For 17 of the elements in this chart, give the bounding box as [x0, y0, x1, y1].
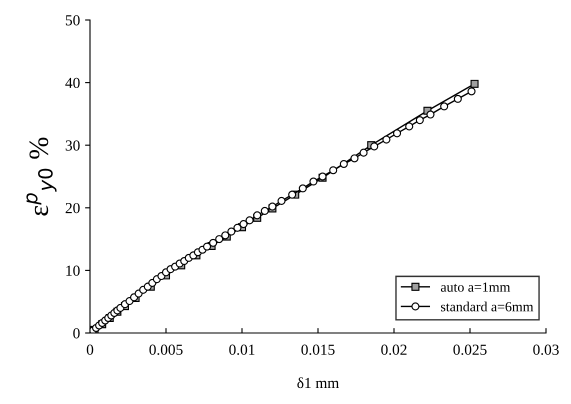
y-tick-label: 30 — [66, 140, 80, 151]
y-tick-label: 0 — [73, 328, 80, 338]
legend-label: auto a=1mm — [440, 282, 510, 292]
legend-label: standard a=6mm — [441, 302, 534, 312]
y-tick-label: 40 — [65, 78, 80, 88]
x-tick-label: 0 — [86, 344, 94, 355]
x-tick-label: 0.03 — [533, 344, 559, 355]
x-tick-label: 0.015 — [301, 344, 335, 355]
x-axis-title: δ1 mm — [297, 377, 339, 388]
x-tick-label: 0.02 — [381, 344, 407, 355]
y-tick-label: 10 — [66, 266, 80, 276]
x-tick-label: 0.025 — [453, 344, 487, 355]
y-tick-label: 50 — [66, 15, 80, 26]
y-tick-label: 20 — [66, 202, 80, 214]
y-axis-title: ε$^{p}$$_{y0}$ % — [26, 138, 57, 216]
x-tick-label: 0.005 — [149, 344, 183, 355]
x-tick-label: 0.01 — [229, 344, 254, 355]
